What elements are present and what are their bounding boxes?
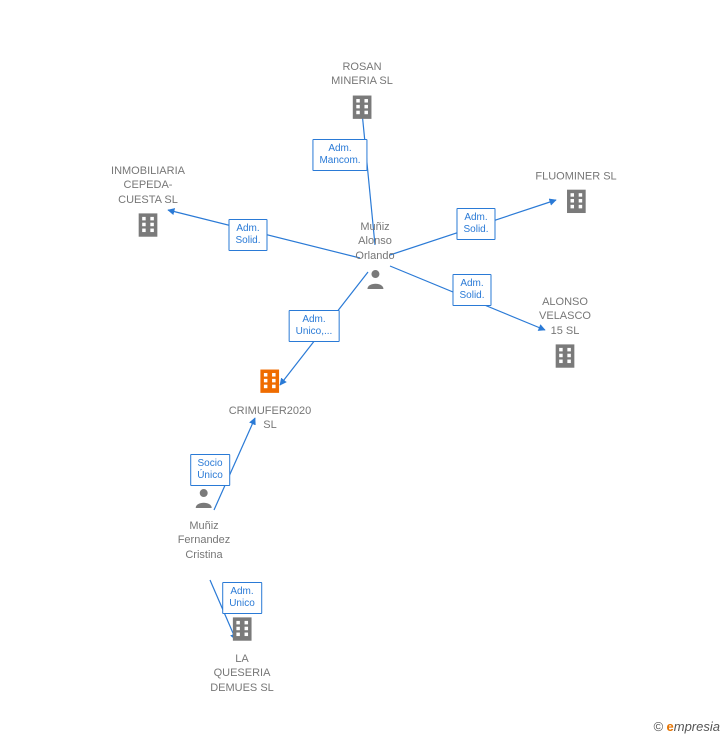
node-label: ROSAN MINERIA SL — [331, 60, 393, 89]
node-label: CRIMUFER2020 SL — [229, 404, 312, 433]
node-inmo[interactable]: INMOBILIARIA CEPEDA- CUESTA SL — [111, 164, 185, 244]
node-label: ALONSO VELASCO 15 SL — [539, 295, 591, 338]
node-label: Muñiz Alonso Orlando — [355, 220, 394, 263]
edge-label: Adm. Mancom. — [312, 139, 367, 171]
node-label: Muñiz Fernandez Cristina — [178, 519, 231, 562]
node-alonso[interactable]: ALONSO VELASCO 15 SL — [539, 295, 591, 375]
node-orlando[interactable]: Muñiz Alonso Orlando — [355, 220, 394, 296]
person-icon — [192, 486, 216, 515]
edge-label: Adm. Solid. — [456, 208, 495, 240]
node-label: LA QUESERIA DEMUES SL — [210, 652, 274, 695]
building-icon — [562, 188, 590, 221]
edge-label: Socio Único — [190, 454, 230, 486]
copyright: © empresia — [653, 719, 720, 734]
copyright-text: © empresia — [653, 719, 720, 734]
edge-label: Adm. Solid. — [452, 274, 491, 306]
building-icon — [228, 615, 256, 648]
node-crimufer[interactable]: CRIMUFER2020 SL — [229, 367, 312, 433]
edge-label: Adm. Unico — [222, 582, 262, 614]
node-fluo[interactable]: FLUOMINER SL — [535, 169, 616, 220]
node-cristina[interactable]: Muñiz Fernandez Cristina — [178, 486, 231, 562]
edge-label: Adm. Solid. — [228, 219, 267, 251]
node-queseria[interactable]: LA QUESERIA DEMUES SL — [210, 615, 274, 695]
building-icon — [134, 211, 162, 244]
node-label: INMOBILIARIA CEPEDA- CUESTA SL — [111, 164, 185, 207]
person-icon — [363, 267, 387, 296]
edge-label: Adm. Unico,... — [289, 310, 340, 342]
building-icon — [551, 342, 579, 375]
node-rosan[interactable]: ROSAN MINERIA SL — [331, 60, 393, 126]
diagram-canvas: © empresia Adm. Mancom. Adm. Solid. Adm. S… — [0, 0, 728, 740]
node-label: FLUOMINER SL — [535, 169, 616, 183]
building-icon — [256, 367, 284, 400]
building-icon — [348, 93, 376, 126]
